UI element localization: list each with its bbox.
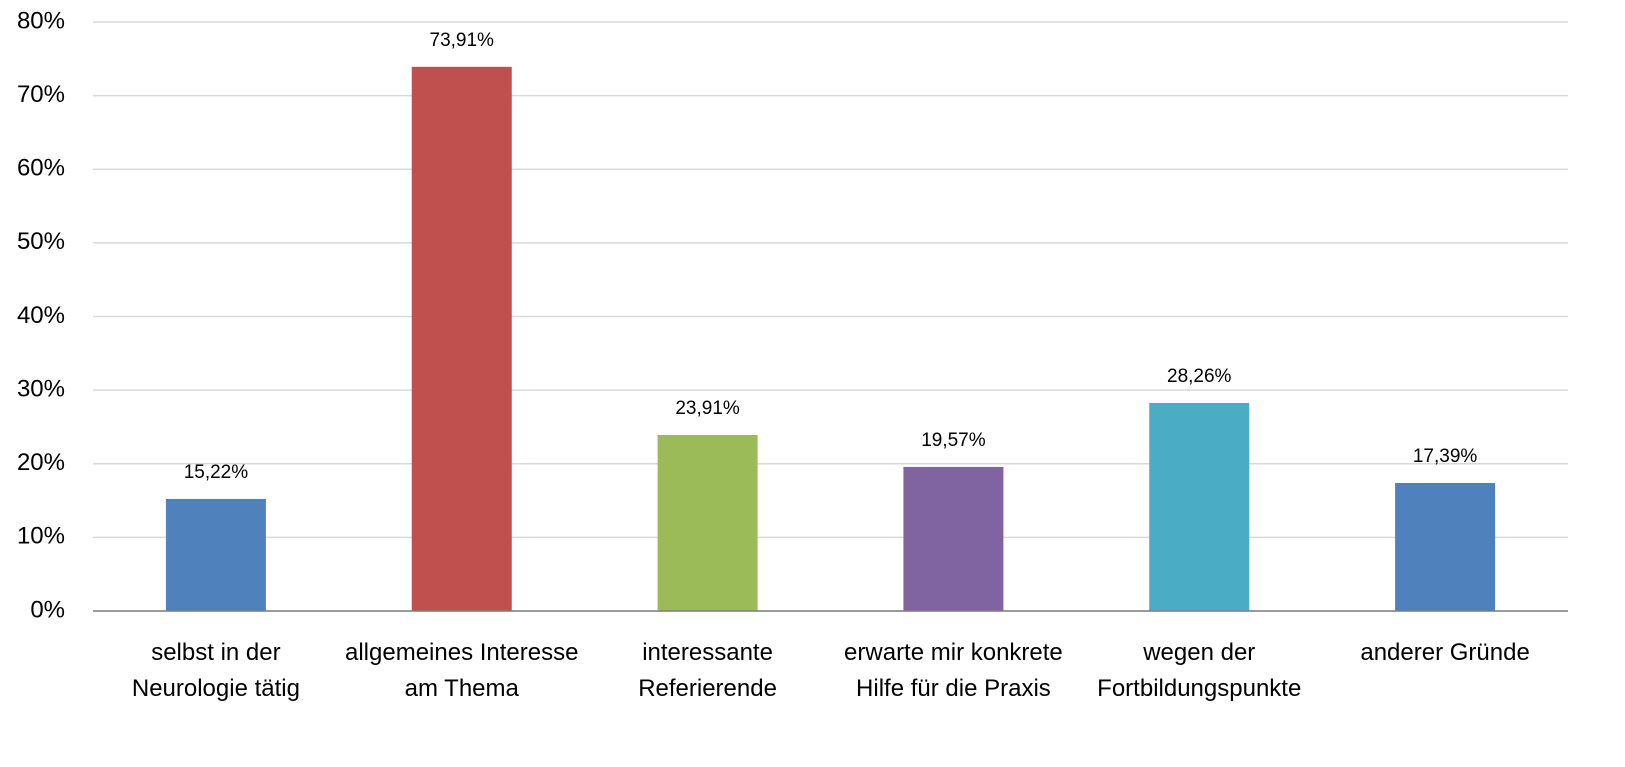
y-tick-label: 50% xyxy=(17,228,65,255)
y-tick-label: 30% xyxy=(17,375,65,402)
y-tick-label: 70% xyxy=(17,81,65,108)
y-tick-label: 20% xyxy=(17,449,65,476)
x-tick-label: selbst in der Neurologie tätig xyxy=(131,639,300,702)
data-label: 17,39% xyxy=(1413,446,1478,467)
bar xyxy=(411,66,512,611)
y-tick-label: 10% xyxy=(17,523,65,550)
x-tick-label: anderer Gründe xyxy=(1360,639,1530,666)
x-tick-label: wegen der Fortbildungspunkte xyxy=(1097,639,1302,702)
data-label: 23,91% xyxy=(675,398,740,419)
bar xyxy=(657,434,758,611)
bar xyxy=(165,498,266,611)
bar xyxy=(903,466,1004,611)
bar xyxy=(1149,402,1250,611)
y-tick-label: 80% xyxy=(17,7,65,34)
data-label: 19,57% xyxy=(921,430,986,451)
x-tick-label: interessante Referierende xyxy=(638,639,777,702)
bar xyxy=(1395,482,1496,611)
x-tick-label: allgemeines Interesse am Thema xyxy=(345,639,579,702)
y-tick-label: 0% xyxy=(30,596,65,623)
y-tick-label: 40% xyxy=(17,302,65,329)
data-label: 28,26% xyxy=(1167,366,1232,387)
x-tick-label: erwarte mir konkrete Hilfe für die Praxi… xyxy=(844,639,1063,702)
y-tick-label: 60% xyxy=(17,155,65,182)
data-label: 73,91% xyxy=(430,30,495,51)
data-label: 15,22% xyxy=(184,462,249,483)
